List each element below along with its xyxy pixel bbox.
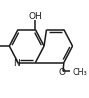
Text: OH: OH <box>28 12 42 21</box>
Text: CH₃: CH₃ <box>72 68 87 77</box>
Text: N: N <box>13 59 20 68</box>
Text: O: O <box>59 68 66 77</box>
